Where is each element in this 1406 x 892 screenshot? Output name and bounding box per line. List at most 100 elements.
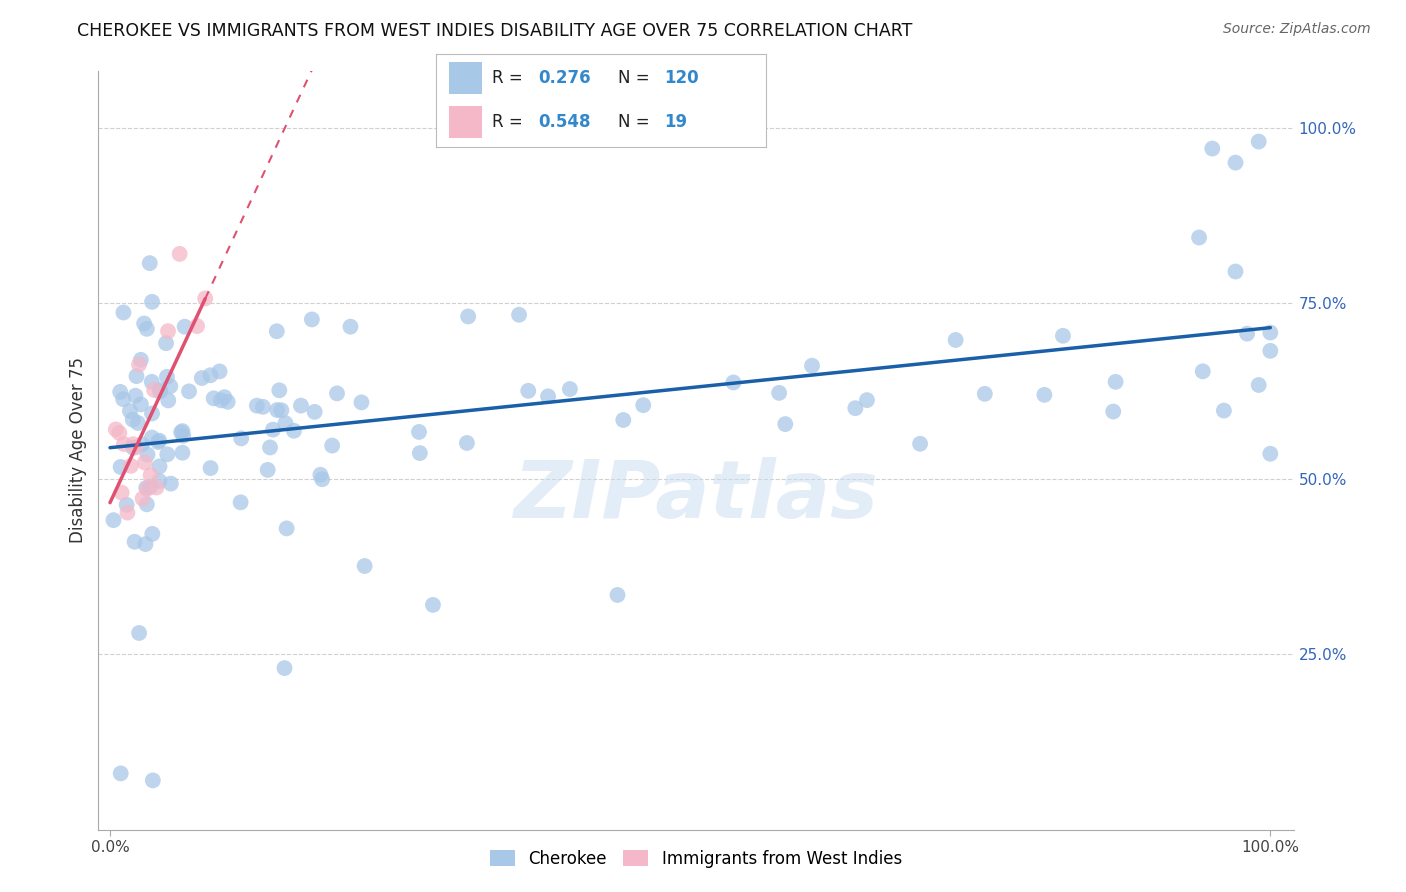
- Point: [139, 256, 162, 270]
- Point: [120, 458, 142, 473]
- Point: [422, 598, 444, 612]
- Point: [108, 384, 131, 399]
- Point: [517, 384, 540, 398]
- Point: [149, 383, 172, 397]
- Text: R =: R =: [492, 113, 523, 131]
- Point: [339, 319, 361, 334]
- Point: [353, 559, 375, 574]
- Point: [112, 305, 135, 319]
- Point: [156, 447, 179, 461]
- Point: [139, 468, 162, 483]
- Point: [259, 441, 281, 455]
- Point: [508, 308, 530, 322]
- Point: [231, 431, 253, 445]
- Point: [844, 401, 866, 416]
- Point: [631, 398, 654, 412]
- Text: N =: N =: [617, 113, 650, 131]
- Point: [172, 446, 194, 460]
- Point: [612, 413, 634, 427]
- Point: [135, 497, 157, 511]
- Point: [170, 425, 193, 440]
- Point: [142, 773, 165, 788]
- Point: [172, 424, 194, 438]
- Point: [209, 393, 232, 408]
- Point: [117, 506, 139, 520]
- Point: [124, 534, 146, 549]
- Point: [266, 403, 288, 417]
- Legend: Cherokee, Immigrants from West Indies: Cherokee, Immigrants from West Indies: [484, 843, 908, 874]
- Point: [155, 336, 177, 351]
- Text: ZIPatlas: ZIPatlas: [513, 457, 879, 535]
- Point: [276, 521, 298, 535]
- Point: [252, 400, 274, 414]
- Point: [141, 527, 163, 541]
- Point: [124, 441, 146, 455]
- Point: [1225, 155, 1247, 169]
- Point: [129, 352, 152, 367]
- Point: [200, 461, 222, 475]
- Point: [173, 319, 195, 334]
- Point: [273, 661, 295, 675]
- Point: [1258, 447, 1281, 461]
- Point: [309, 467, 332, 482]
- Point: [146, 435, 169, 450]
- Point: [558, 382, 581, 396]
- Point: [177, 384, 200, 399]
- Text: R =: R =: [492, 69, 523, 87]
- Point: [290, 399, 312, 413]
- Point: [141, 294, 163, 309]
- Point: [134, 537, 156, 551]
- Point: [135, 322, 157, 336]
- Text: N =: N =: [617, 69, 650, 87]
- Point: [108, 425, 131, 440]
- Point: [121, 412, 143, 426]
- Point: [148, 434, 170, 448]
- Text: 0.548: 0.548: [538, 113, 591, 131]
- Text: 120: 120: [664, 69, 699, 87]
- Point: [266, 324, 288, 338]
- Point: [141, 407, 163, 421]
- Point: [269, 384, 291, 398]
- Point: [311, 472, 333, 486]
- Point: [1225, 264, 1247, 278]
- Point: [326, 386, 349, 401]
- Point: [214, 390, 236, 404]
- Text: Source: ZipAtlas.com: Source: ZipAtlas.com: [1223, 22, 1371, 37]
- Bar: [449, 62, 482, 94]
- Point: [1191, 364, 1213, 378]
- Point: [775, 417, 797, 431]
- Point: [115, 498, 138, 512]
- Point: [127, 416, 149, 430]
- Point: [217, 394, 239, 409]
- Point: [408, 425, 430, 439]
- Point: [157, 393, 180, 408]
- Point: [321, 439, 343, 453]
- Point: [1201, 142, 1223, 156]
- Point: [160, 476, 183, 491]
- Point: [186, 319, 208, 334]
- Point: [131, 437, 153, 451]
- Point: [1247, 135, 1270, 149]
- Point: [136, 482, 159, 496]
- Point: [112, 392, 135, 406]
- Point: [1258, 326, 1281, 340]
- Point: [856, 393, 879, 408]
- Point: [141, 375, 163, 389]
- Point: [208, 364, 231, 378]
- Point: [122, 437, 145, 451]
- Point: [409, 446, 432, 460]
- Point: [1102, 404, 1125, 418]
- Point: [159, 379, 181, 393]
- Point: [128, 358, 150, 372]
- Point: [149, 384, 172, 399]
- Point: [1033, 388, 1056, 402]
- Point: [1247, 378, 1270, 392]
- Point: [457, 310, 479, 324]
- Point: [606, 588, 628, 602]
- Point: [304, 405, 326, 419]
- Point: [350, 395, 373, 409]
- Point: [103, 513, 125, 527]
- Point: [143, 383, 166, 397]
- Point: [132, 317, 155, 331]
- Point: [131, 491, 153, 506]
